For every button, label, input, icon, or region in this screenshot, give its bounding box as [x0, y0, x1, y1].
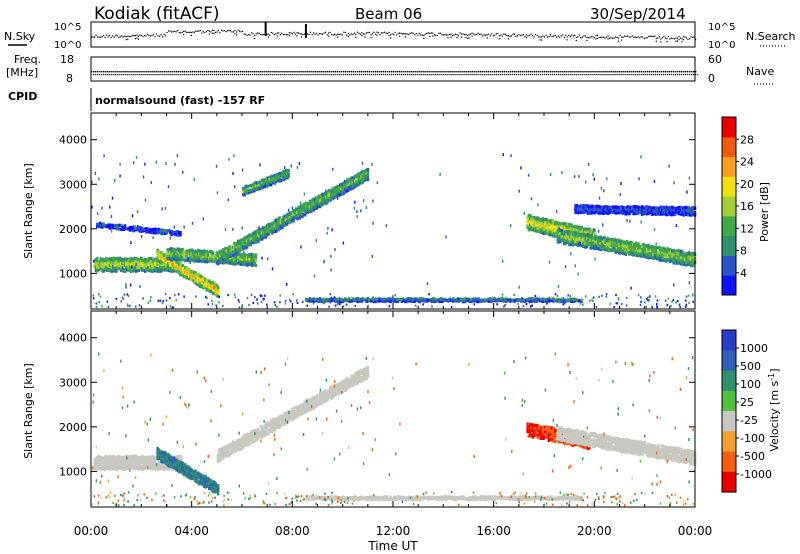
noise-strip: N.Sky 10^5 10^0 10^5 10^0 N.Search	[4, 21, 796, 51]
freq-unit-label: [MHz]	[6, 66, 38, 79]
colorbar-segment	[722, 156, 736, 177]
colorbar-tick-label: 1000	[740, 342, 768, 355]
colorbar-tick-label: 12	[740, 222, 754, 235]
velocity-colorbar-label: Velocity [m s-1]	[767, 368, 781, 451]
colorbar-tick-label: 16	[740, 200, 754, 213]
colorbar-segment	[722, 235, 736, 256]
power-echoes	[91, 153, 697, 309]
x-tick-label: 20:00	[577, 524, 612, 538]
beam-label: Beam 06	[355, 5, 422, 23]
colorbar-tick-label: 100	[740, 378, 761, 391]
colorbar-segment	[722, 275, 736, 296]
power-ylabel: Slant Range [km]	[22, 163, 35, 259]
cpid-strip: CPID normalsound (fast) -157 RF	[8, 88, 265, 111]
noise-left-tick-bottom: 10^0	[54, 40, 81, 51]
date-label: 30/Sep/2014	[590, 5, 686, 23]
x-tick-label: 00:00	[678, 524, 713, 538]
y-tick-label: 1000	[59, 465, 87, 478]
y-tick-label: 4000	[59, 332, 87, 345]
freq-tick-top: 18	[60, 53, 74, 66]
colorbar-tick-label: -1000	[740, 468, 772, 481]
frequency-trace	[91, 71, 699, 76]
y-tick-label: 2000	[59, 223, 87, 236]
colorbar-segment	[722, 255, 736, 276]
cpid-label: CPID	[8, 90, 37, 103]
colorbar-tick-label: -500	[740, 450, 765, 463]
noise-trace	[91, 22, 697, 43]
colorbar-tick-label: 500	[740, 360, 761, 373]
colorbar-segment	[722, 370, 736, 392]
y-tick-label: 4000	[59, 134, 87, 147]
colorbar-tick-label: 4	[740, 267, 747, 280]
freq-tick-bottom: 8	[66, 72, 73, 85]
x-tick-label: 16:00	[476, 524, 511, 538]
freq-label: Freq.	[14, 53, 41, 66]
colorbar-segment	[722, 215, 736, 237]
nave-tick-bottom: 0	[708, 72, 715, 85]
time-axis-label: Time UT	[367, 539, 418, 553]
y-tick-label: 1000	[59, 267, 87, 280]
nave-label: Nave	[746, 65, 774, 78]
colorbar-tick-label: -100	[740, 432, 765, 445]
power-colorbar-label: Power [dB]	[758, 182, 771, 242]
noise-right-tick-top: 10^5	[708, 22, 735, 33]
colorbar-segment	[722, 431, 736, 453]
station-title: Kodiak (fitACF)	[94, 4, 220, 24]
colorbar-segment	[722, 411, 736, 432]
power-panel: 1000 2000 3000 4000 Slant Range [km]	[22, 112, 697, 310]
noise-left-tick-top: 10^5	[54, 22, 81, 33]
noise-sky-label: N.Sky	[4, 30, 36, 43]
colorbar-segment	[722, 330, 736, 351]
colorbar-segment	[722, 196, 736, 217]
colorbar-segment	[722, 451, 736, 473]
noise-search-label: N.Search	[746, 30, 796, 43]
colorbar-tick-label: 24	[740, 156, 754, 169]
colorbar-segment	[722, 471, 736, 493]
colorbar-tick-label: 25	[740, 396, 754, 409]
velocity-axis-ticks: 1000 2000 3000 4000	[59, 311, 696, 507]
colorbar-segment	[722, 390, 736, 412]
velocity-colorbar: 1000 500 100 25 -25 -100 -500 -1000 Velocity [m…	[721, 329, 781, 493]
power-axis-ticks: 1000 2000 3000 4000	[59, 113, 696, 309]
power-colorbar: 4 8 12 16 20 24 28 Power [dB]	[721, 116, 771, 296]
y-tick-label: 3000	[59, 376, 87, 389]
time-axis: 00:00 04:00 08:00 12:00 16:00 20:00 00:00	[74, 524, 713, 538]
colorbar-segment	[722, 176, 736, 197]
x-tick-label: 00:00	[74, 524, 109, 538]
cpid-program: normalsound (fast) -157 RF	[95, 94, 265, 107]
y-tick-label: 3000	[59, 178, 87, 191]
x-tick-label: 04:00	[174, 524, 209, 538]
colorbar-tick-label: 28	[740, 133, 754, 146]
velocity-echoes	[91, 352, 697, 507]
velocity-panel: 1000 2000 3000 4000 Slant Range [km]	[22, 310, 697, 508]
colorbar-tick-label: -25	[740, 414, 758, 427]
colorbar-tick-label: 8	[740, 245, 747, 258]
velocity-ylabel: Slant Range [km]	[22, 363, 35, 459]
x-tick-label: 08:00	[275, 524, 310, 538]
colorbar-segment	[722, 136, 736, 158]
frequency-strip: Freq. [MHz] 18 8 60 0 Nave	[6, 53, 774, 85]
colorbar-tick-label: 20	[740, 178, 754, 191]
y-tick-label: 2000	[59, 421, 87, 434]
noise-right-tick-bottom: 10^0	[708, 40, 735, 51]
nave-tick-top: 60	[708, 53, 722, 66]
colorbar-segment	[722, 117, 736, 138]
colorbar-segment	[722, 350, 736, 372]
x-tick-label: 12:00	[376, 524, 411, 538]
